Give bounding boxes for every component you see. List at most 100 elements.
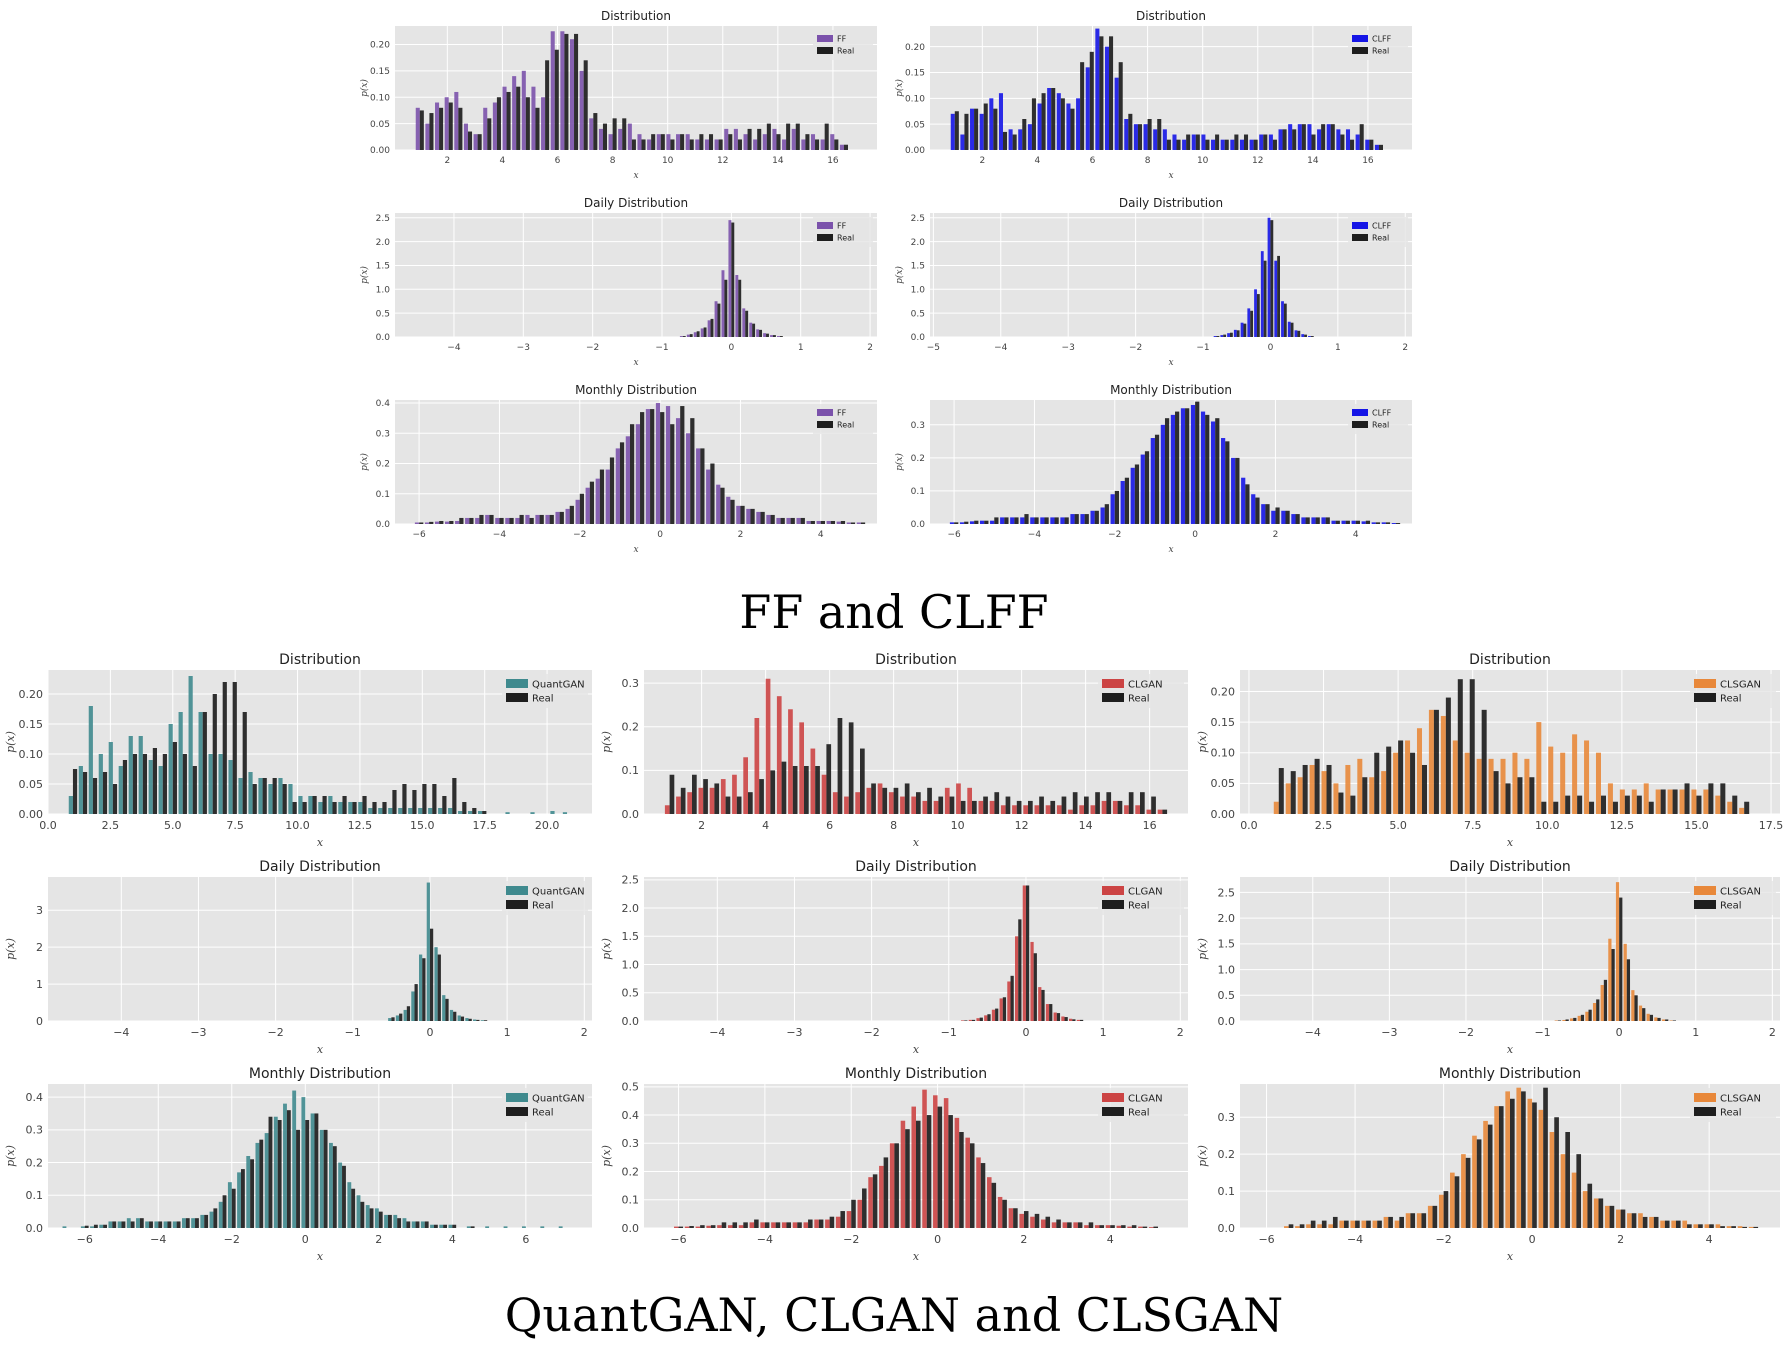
- y-tick-label: 2.5: [911, 214, 925, 224]
- y-tick-label: 1.5: [376, 262, 390, 272]
- legend-label-ff: FF: [837, 222, 847, 231]
- bar: [505, 812, 510, 814]
- bar: [805, 134, 810, 150]
- bar: [148, 760, 153, 814]
- x-tick-label: 2: [698, 819, 705, 832]
- bar: [1344, 1220, 1349, 1228]
- bar: [1345, 520, 1350, 524]
- bar: [1033, 953, 1037, 1021]
- bar: [463, 123, 468, 150]
- bar: [1704, 1224, 1710, 1228]
- x-tick-label: −4: [493, 530, 507, 540]
- bar: [1365, 520, 1371, 524]
- bar: [322, 796, 327, 814]
- bar: [442, 995, 446, 1021]
- bar: [531, 86, 536, 150]
- bar: [1317, 1224, 1322, 1228]
- bar: [1476, 1139, 1482, 1228]
- bar: [583, 60, 588, 150]
- bar: [1077, 1222, 1083, 1228]
- bar: [142, 754, 148, 814]
- x-tick-label: −2: [1458, 1026, 1474, 1039]
- bar: [1427, 1205, 1433, 1228]
- bar: [1104, 46, 1110, 150]
- bar: [227, 1182, 232, 1228]
- bar: [724, 128, 729, 150]
- bar: [352, 802, 357, 814]
- bar: [1130, 467, 1135, 524]
- x-tick-label: −4: [1305, 1026, 1321, 1039]
- bar: [231, 1188, 236, 1228]
- bar: [1584, 740, 1590, 814]
- bar: [904, 783, 910, 814]
- bar: [889, 1143, 895, 1228]
- bar: [1731, 1226, 1736, 1228]
- x-tick-label: −1: [941, 1026, 957, 1039]
- bar: [1074, 514, 1079, 524]
- bar: [1144, 451, 1150, 524]
- bar: [1665, 1019, 1669, 1021]
- bar: [666, 134, 671, 150]
- bar: [1378, 144, 1383, 150]
- bar: [319, 1129, 324, 1228]
- bar: [329, 1142, 333, 1228]
- bar: [1679, 789, 1685, 814]
- bar: [818, 1219, 824, 1228]
- bar: [1114, 77, 1119, 150]
- bar: [771, 1222, 776, 1228]
- bar: [130, 1221, 135, 1228]
- x-tick-label: 12.5: [348, 819, 373, 832]
- y-tick-label: 0.1: [376, 490, 390, 500]
- bar: [1267, 217, 1271, 337]
- bar: [943, 1098, 949, 1228]
- series-real: [954, 401, 1401, 524]
- bar: [428, 808, 433, 814]
- bar: [1101, 800, 1107, 814]
- bar: [1631, 990, 1635, 1021]
- y-tick-label: 0.4: [622, 1109, 640, 1122]
- x-tick-label: 8: [890, 819, 897, 832]
- legend-swatch-real: [1102, 1107, 1124, 1116]
- x-tick-label: 0: [426, 1026, 433, 1039]
- bar: [1229, 332, 1233, 337]
- bar: [765, 678, 771, 814]
- bar: [1355, 520, 1360, 524]
- bar: [240, 1169, 245, 1228]
- bar: [1185, 408, 1190, 524]
- x-tick-label: −4: [1347, 1233, 1363, 1246]
- bar: [208, 754, 213, 814]
- bar: [1053, 1012, 1057, 1021]
- bar: [969, 521, 975, 524]
- bar: [756, 329, 760, 337]
- bar: [589, 481, 595, 524]
- bar: [797, 1222, 802, 1228]
- bar: [1134, 464, 1140, 524]
- bar: [987, 1014, 991, 1021]
- bar: [714, 139, 719, 150]
- bar: [1215, 418, 1220, 524]
- bar: [689, 334, 693, 337]
- bar: [348, 802, 353, 814]
- bar: [434, 521, 440, 524]
- bar: [1268, 134, 1273, 150]
- bar: [856, 522, 861, 524]
- bar: [200, 1214, 205, 1228]
- y-tick-label: 0.0: [622, 808, 640, 821]
- bar: [1051, 88, 1056, 150]
- bar: [1045, 805, 1051, 814]
- bar: [782, 139, 787, 150]
- y-tick-label: 0.0: [911, 333, 926, 343]
- bar: [1201, 134, 1206, 150]
- bar: [1040, 1219, 1046, 1228]
- y-tick-label: 0.0: [376, 520, 391, 530]
- bar: [1295, 514, 1300, 524]
- bar: [826, 744, 832, 814]
- bar: [1328, 1224, 1333, 1228]
- legend-swatch-real: [1102, 900, 1124, 909]
- bar: [781, 1222, 787, 1228]
- bar: [732, 1222, 738, 1228]
- bar: [655, 403, 661, 524]
- bar: [422, 958, 426, 1021]
- bar: [1634, 995, 1638, 1021]
- bar: [1554, 1020, 1558, 1021]
